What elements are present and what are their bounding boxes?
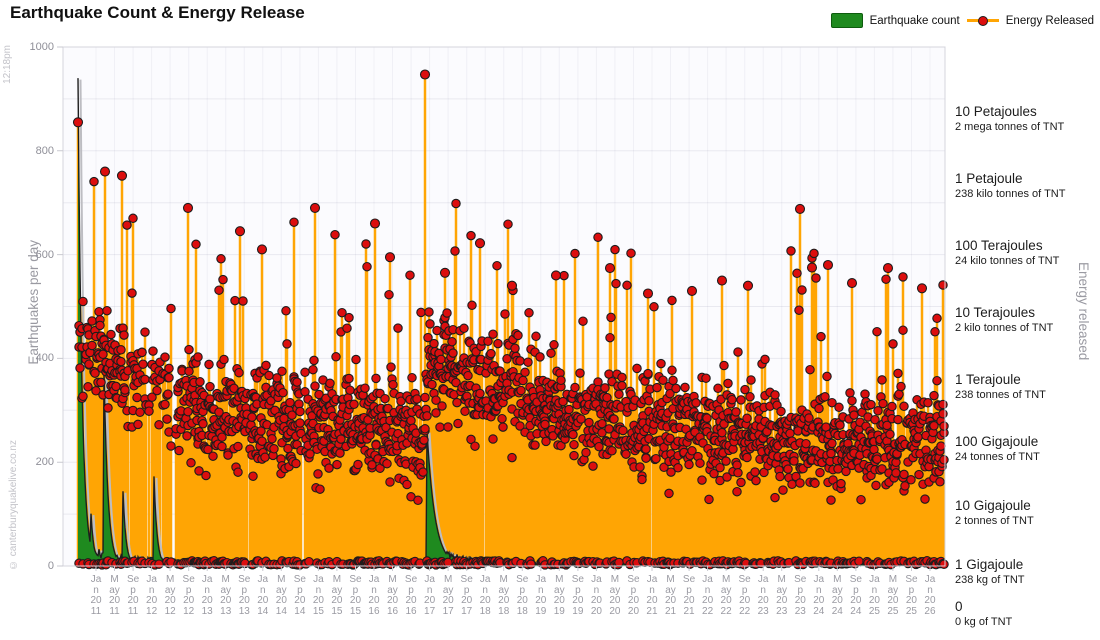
energy-level-subtitle: 238 kg of TNT [955,574,1025,586]
x-tick-label: Ja n 20 21 [646,574,658,617]
x-tick-label: Ja n 20 11 [90,574,102,617]
energy-level-label: 100 Gigajoule 24 tonnes of TNT [955,433,1040,464]
y-tick-label: 0 [47,560,54,572]
energy-level-title: 10 Gigajoule [955,498,1031,513]
x-tick-label: M ay 20 18 [498,574,510,617]
energy-level-label: 10 Terajoules 2 kilo tonnes of TNT [955,304,1053,335]
x-tick-label: Ja n 20 20 [590,574,602,617]
x-tick-label: M ay 20 22 [720,574,732,617]
x-tick-label: Se p 20 11 [126,574,140,617]
x-tick-label: Ja n 20 13 [201,574,213,617]
x-tick-label: Se p 20 25 [905,574,918,617]
y-tick-label: 200 [35,456,54,469]
x-tick-label: Se p 20 22 [738,574,751,617]
x-tick-label: Ja n 20 25 [868,574,880,617]
energy-level-label: 100 Terajoules 24 kilo tonnes of TNT [955,237,1059,268]
energy-level-subtitle: 238 kilo tonnes of TNT [955,188,1066,200]
x-tick-label: Se p 20 12 [182,574,195,617]
x-tick-label: Se p 20 14 [293,574,306,617]
energy-level-title: 0 [955,599,963,614]
energy-level-label: 1 Petajoule 238 kilo tonnes of TNT [955,170,1065,201]
x-tick-label: Se p 20 16 [404,574,418,617]
legend-earthquake-count-label[interactable]: Earthquake count [869,14,960,27]
energy-level-subtitle: 24 tonnes of TNT [955,451,1040,463]
x-tick-label: M ay 20 24 [831,574,843,617]
x-tick-label: Ja n 20 15 [312,574,324,617]
x-tick-label: Ja n 20 12 [146,574,158,617]
x-tick-label: M ay 20 21 [664,574,677,617]
y-tick-label: 1000 [29,41,54,53]
y-axis-title-right: Energy released [1076,262,1091,361]
energy-level-title: 1 Gigajoule [955,557,1024,572]
energy-level-label: 1 Terajoule 238 tonnes of TNT [955,371,1046,402]
x-tick-label: Ja n 20 24 [813,574,825,617]
x-tick-label: M ay 20 17 [442,574,454,617]
y-tick-label: 800 [35,144,54,157]
x-tick-label: M ay 20 14 [275,574,287,617]
x-tick-label: Se p 20 23 [794,574,807,617]
energy-level-title: 100 Gigajoule [955,434,1039,449]
x-tick-label: Ja n 20 19 [535,574,547,617]
x-tick-label: Se p 20 19 [571,574,584,617]
x-tick-label: Ja n 20 26 [924,574,936,617]
energy-level-subtitle: 2 mega tonnes of TNT [955,121,1065,133]
energy-level-subtitle: 0 kg of TNT [955,616,1013,628]
x-tick-label: M ay 20 15 [331,574,343,617]
x-tick-label: Ja n 20 14 [257,574,269,617]
energy-level-subtitle: 238 tonnes of TNT [955,389,1046,401]
energy-level-title: 1 Terajoule [955,372,1021,387]
x-tick-label: Se p 20 21 [682,574,696,617]
x-tick-label: Ja n 20 16 [368,574,380,617]
x-tick-label: M ay 20 20 [609,574,621,617]
energy-level-label: 10 Petajoules 2 mega tonnes of TNT [955,103,1064,134]
energy-level-title: 1 Petajoule [955,171,1023,186]
chart-title: Earthquake Count & Energy Release [10,3,305,22]
x-tick-label: M ay 20 19 [553,574,565,617]
energy-level-title: 10 Petajoules [955,104,1037,119]
x-tick-label: Se p 20 24 [849,574,862,617]
x-tick-label: Ja n 20 23 [757,574,769,617]
x-tick-label: Se p 20 20 [627,574,640,617]
legend: Earthquake count Energy Released [830,13,1094,28]
x-tick-label: Ja n 20 22 [702,574,714,617]
legend-earthquake-count-swatch[interactable] [830,13,863,28]
x-tick-label: M ay 20 23 [776,574,788,617]
legend-energy-released-swatch[interactable] [966,14,999,27]
x-tick-label: Se p 20 18 [516,574,529,617]
legend-energy-released-label[interactable]: Energy Released [1005,14,1094,27]
legend-energy-dot-icon [977,16,988,26]
energy-level-subtitle: 24 kilo tonnes of TNT [955,255,1060,267]
x-tick-label: M ay 20 25 [887,574,899,617]
energy-level-title: 10 Terajoules [955,305,1036,320]
x-tick-label: M ay 20 16 [386,574,399,617]
x-tick-label: M ay 20 12 [164,574,176,617]
energy-level-label: 10 Gigajoule 2 tonnes of TNT [955,497,1034,528]
x-tick-label: Ja n 20 17 [424,574,436,617]
x-tick-label: M ay 20 11 [108,574,121,617]
energy-level-subtitle: 2 kilo tonnes of TNT [955,322,1054,334]
energy-level-subtitle: 2 tonnes of TNT [955,515,1034,527]
y-tick-label: 600 [35,248,54,261]
energy-level-label: 0 0 kg of TNT [955,598,1012,629]
energy-level-label: 1 Gigajoule 238 kg of TNT [955,556,1025,587]
y-tick-label: 400 [35,352,54,365]
x-tick-label: Se p 20 13 [238,574,251,617]
x-tick-label: Se p 20 15 [349,574,362,617]
energy-level-title: 100 Terajoules [955,238,1043,253]
x-tick-label: Ja n 20 18 [479,574,491,617]
x-tick-label: Se p 20 17 [460,574,473,617]
x-tick-label: M ay 20 13 [220,574,232,617]
